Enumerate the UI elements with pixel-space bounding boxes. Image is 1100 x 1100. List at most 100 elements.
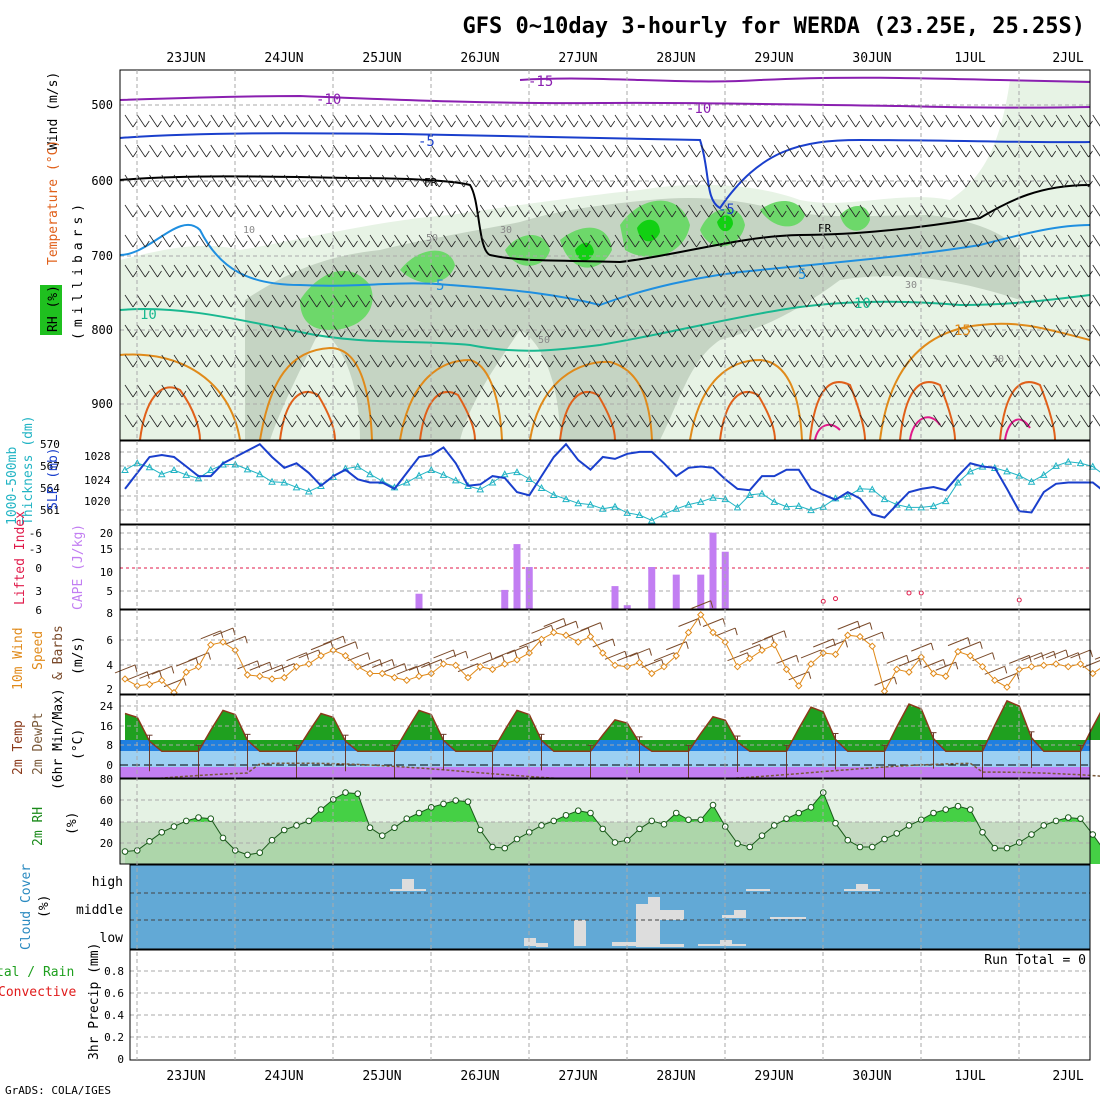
- upper-wind-barb: [982, 114, 995, 128]
- upper-wind-barb: [994, 294, 1008, 308]
- ytick: 10: [100, 566, 113, 579]
- upper-yticks: 500 600 700 800 900: [91, 98, 113, 411]
- upper-wind-barb: [198, 204, 211, 218]
- upper-wind-barb: [516, 174, 530, 188]
- upper-wind-barb: [651, 264, 665, 278]
- upper-wind-barb: [161, 294, 175, 308]
- thickness-point: [856, 484, 864, 492]
- upper-wind-barb: [1031, 114, 1044, 128]
- wind10-barb: [445, 650, 469, 660]
- upper-wind-barb: [896, 234, 910, 248]
- upper-wind-barb: [1043, 324, 1057, 338]
- upper-wind-barb: [149, 114, 162, 128]
- thickness-point: [182, 470, 191, 478]
- contour-label: -15: [528, 74, 553, 90]
- rh-point: [1077, 815, 1084, 822]
- upper-wind-barb: [553, 354, 567, 368]
- rh-point: [636, 825, 643, 833]
- upper-wind-barb: [222, 354, 236, 368]
- upper-wind-barb: [835, 144, 848, 158]
- upper-wind-barb: [369, 414, 383, 428]
- upper-wind-barb: [663, 354, 677, 368]
- upper-wind-barb: [516, 354, 530, 368]
- upper-wind-barb: [528, 204, 542, 218]
- slp-panel: [119, 440, 1100, 525]
- upper-wind-barb: [1092, 114, 1100, 127]
- upper-wind-barb: [296, 384, 309, 398]
- rh-point: [121, 848, 129, 855]
- ylabel-temp2m-3: (6hr Min/Max): [51, 688, 66, 790]
- rh-point: [844, 836, 852, 844]
- thickness-point: [488, 478, 497, 486]
- upper-wind-barb: [847, 234, 861, 248]
- upper-wind-barb: [185, 264, 199, 278]
- upper-wind-barb: [982, 384, 995, 398]
- upper-wind-barb: [296, 354, 309, 368]
- upper-wind-barb: [908, 414, 922, 428]
- upper-wind-barb: [1055, 354, 1069, 368]
- upper-wind-barb: [773, 144, 787, 158]
- contour-label: -5: [718, 202, 735, 218]
- thickness-point: [647, 516, 656, 524]
- upper-wind-barb: [553, 414, 567, 428]
- upper-wind-barb: [369, 144, 383, 158]
- upper-wind-barb: [296, 144, 309, 158]
- upper-wind-barb: [1092, 264, 1100, 277]
- wind10-barb: [470, 652, 493, 662]
- upper-wind-barb: [859, 264, 873, 278]
- upper-wind-barb: [185, 384, 199, 398]
- upper-wind-barb: [590, 294, 603, 308]
- ylabel-cloud-1: Cloud Cover: [19, 864, 34, 950]
- upper-wind-barb: [847, 324, 861, 338]
- upper-wind-barb: [590, 174, 603, 188]
- date-label: 28JUN: [656, 51, 695, 66]
- thickness-point: [696, 497, 705, 505]
- rh-point: [758, 832, 766, 839]
- upper-wind-barb: [773, 114, 787, 128]
- upper-wind-barb: [528, 234, 542, 248]
- upper-wind-barb: [345, 354, 358, 368]
- upper-wind-barb: [406, 354, 420, 368]
- upper-wind-barb: [884, 204, 897, 218]
- upper-wind-barb: [712, 324, 726, 338]
- upper-wind-barb: [161, 324, 175, 338]
- upper-wind-barb: [443, 414, 456, 428]
- wind10-point: [501, 660, 509, 668]
- upper-wind-barb: [920, 144, 934, 158]
- rh-point: [966, 806, 974, 813]
- upper-wind-barb: [430, 204, 444, 218]
- date-label: 26JUN: [460, 1069, 499, 1084]
- upper-wind-barb: [381, 384, 395, 398]
- upper-wind-barb: [161, 234, 175, 248]
- upper-wind-barb: [394, 294, 407, 308]
- upper-wind-barb: [945, 264, 959, 278]
- upper-wind-barb: [247, 234, 260, 248]
- wind10-point: [586, 632, 595, 641]
- upper-wind-barb: [185, 354, 199, 368]
- upper-wind-barb: [185, 324, 199, 338]
- upper-wind-barb: [675, 264, 689, 278]
- upper-wind-barb: [271, 294, 285, 308]
- wind10-point: [121, 675, 129, 683]
- ylabel-mb: (millibars): [71, 199, 86, 340]
- temp-band-0-8: [120, 751, 1090, 767]
- upper-wind-barb: [259, 204, 273, 218]
- upper-wind-barb: [149, 384, 162, 398]
- upper-wind-barb: [467, 294, 481, 308]
- upper-wind-barb: [590, 234, 603, 248]
- upper-wind-barb: [749, 294, 763, 308]
- upper-wind-barb: [957, 264, 971, 278]
- cape-bar: [501, 589, 509, 609]
- upper-wind-barb: [712, 234, 726, 248]
- upper-wind-barb: [908, 204, 922, 218]
- upper-wind-barb: [124, 144, 138, 158]
- wind10-barb: [372, 659, 395, 668]
- thickness-point: [1027, 477, 1036, 485]
- upper-wind-barb: [1055, 174, 1069, 188]
- upper-wind-barb: [283, 324, 297, 338]
- upper-wind-barb: [773, 324, 787, 338]
- upper-wind-barb: [467, 354, 481, 368]
- ytick: 20: [100, 527, 113, 540]
- upper-wind-barb: [161, 174, 175, 188]
